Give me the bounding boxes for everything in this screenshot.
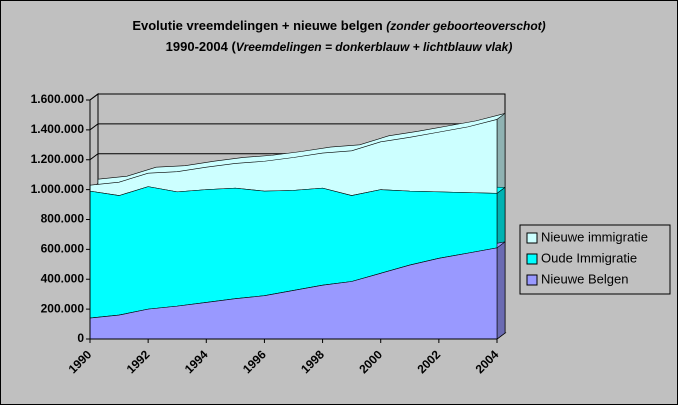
y-tick-label: 0 [77,331,84,345]
area-side [496,112,506,194]
legend-box [519,224,671,295]
y-tick-label: 200.000 [41,301,85,315]
title-main: Evolutie vreemdelingen + nieuwe belgen [132,18,382,33]
y-tick-label: 1.200.000 [31,152,85,166]
legend-label: Nieuwe Belgen [541,271,628,286]
area-side [496,186,506,249]
y-tick-label: 600.000 [41,242,85,256]
title-note: (zonder geboorteoverschot) [386,19,545,33]
legend-label: Oude Immigratie [541,250,637,265]
area-side [496,241,506,340]
legend-swatch [526,253,538,265]
legend-swatch [526,274,538,286]
y-tick-label: 1.400.000 [31,122,85,136]
y-tick-label: 400.000 [41,271,85,285]
subtitle-main: 1990-2004 ( [166,39,237,54]
y-tick-label: 1.600.000 [31,92,85,106]
grid-line [89,123,505,131]
legend-swatch [526,232,538,244]
y-tick-label: 800.000 [41,212,85,226]
grid-line [89,93,505,101]
legend-label: Nieuwe immigratie [541,229,648,244]
subtitle-note: Vreemdelingen = donkerblauw + lichtblauw… [236,40,513,54]
y-tick-label: 1.000.000 [31,182,85,196]
chart-subtitle: 1990-2004 (Vreemdelingen = donkerblauw +… [166,39,513,54]
chart-title: Evolutie vreemdelingen + nieuwe belgen (… [132,18,545,33]
